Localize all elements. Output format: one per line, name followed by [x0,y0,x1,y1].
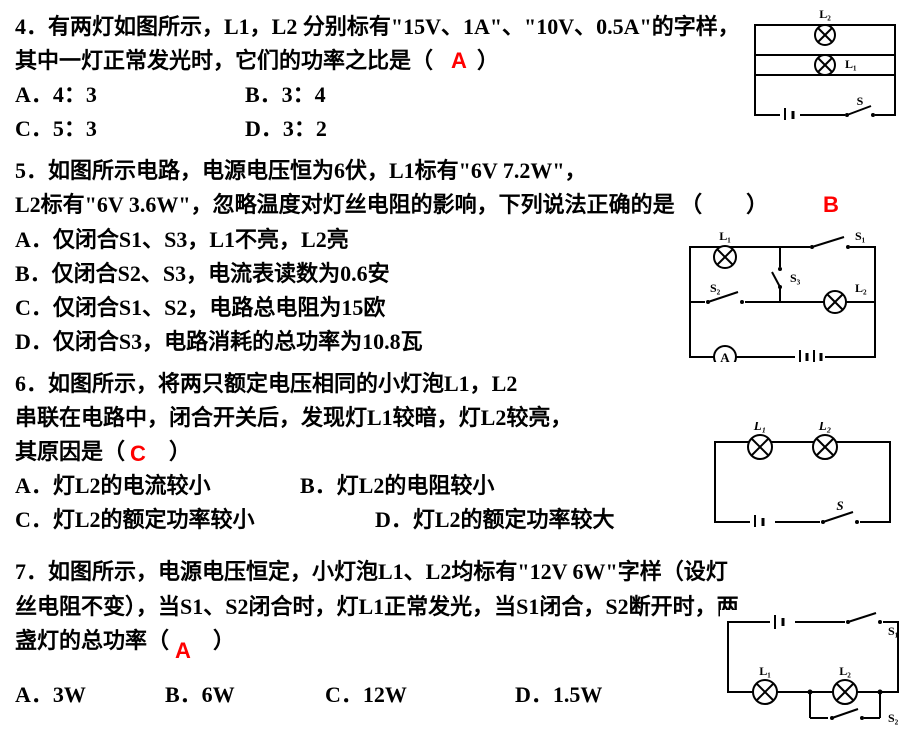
svg-text:L₂: L₂ [818,422,831,433]
svg-text:S: S [857,94,864,108]
svg-text:L₁: L₁ [753,422,766,433]
q6-option-d: D．灯L2的额定功率较大 [375,503,615,537]
q4-circuit-diagram: L₂ L₁ S [745,10,905,120]
question-4: 4．有两灯如图所示，L1，L2 分别标有"15V、1A"、"10V、0.5A"的… [15,10,905,146]
svg-text:L₂: L₂ [839,664,851,678]
q5-answer: B [823,188,839,222]
svg-text:L₁: L₁ [759,664,771,678]
q7-option-c: C．12W [325,678,475,712]
q5-stem-line2: L2标有"6V 3.6W"，忽略温度对灯丝电阻的影响，下列说法正确的是 （ ） [15,188,905,222]
svg-text:S₂: S₂ [888,711,899,725]
q6-option-c: C．灯L2的额定功率较小 [15,503,335,537]
q5-stem-line1: 5．如图所示电路，电源电压恒为6伏，L1标有"6V 7.2W"， [15,154,905,188]
q6-option-a: A．灯L2的电流较小 [15,469,260,503]
svg-text:S: S [836,498,843,513]
svg-text:L₂: L₂ [819,10,831,21]
q7-circuit-diagram: S₁ L₁ L₂ S₂ [720,610,905,725]
svg-text:S₁: S₁ [888,624,899,638]
question-5: 5．如图所示电路，电源电压恒为6伏，L1标有"6V 7.2W"， L2标有"6V… [15,154,905,359]
q4-answer: A [451,44,467,78]
q7-option-b: B．6W [165,678,285,712]
q4-option-d: D．3：2 [245,112,327,146]
q7-option-a: A．3W [15,678,125,712]
svg-text:L₁: L₁ [719,232,731,243]
q4-option-b: B．3：4 [245,78,326,112]
q6-answer: C [130,437,146,471]
q7-option-d: D．1.5W [515,678,602,712]
svg-text:S₂: S₂ [710,281,721,295]
question-6: 6．如图所示，将两只额定电压相同的小灯泡L1，L2 串联在电路中，闭合开关后，发… [15,367,905,537]
question-7: 7．如图所示，电源电压恒定，小灯泡L1、L2均标有"12V 6W"字样（设灯 丝… [15,555,905,711]
q6-stem-line1: 6．如图所示，将两只额定电压相同的小灯泡L1，L2 [15,367,905,401]
svg-text:S₃: S₃ [790,271,801,285]
svg-text:L₁: L₁ [845,57,857,71]
q5-circuit-diagram: L₁ S₁ S₃ S₂ L₂ A [680,232,885,362]
q7-stem-line1: 7．如图所示，电源电压恒定，小灯泡L1、L2均标有"12V 6W"字样（设灯 [15,555,905,589]
q7-answer: A [175,634,191,668]
q4-option-a: A．4：3 [15,78,205,112]
q6-circuit-diagram: L₁ L₂ S [705,422,900,527]
svg-text:S₁: S₁ [855,232,866,243]
svg-text:L₂: L₂ [855,281,867,295]
q6-option-b: B．灯L2的电阻较小 [300,469,494,503]
svg-text:A: A [720,350,730,362]
q4-option-c: C．5：3 [15,112,205,146]
